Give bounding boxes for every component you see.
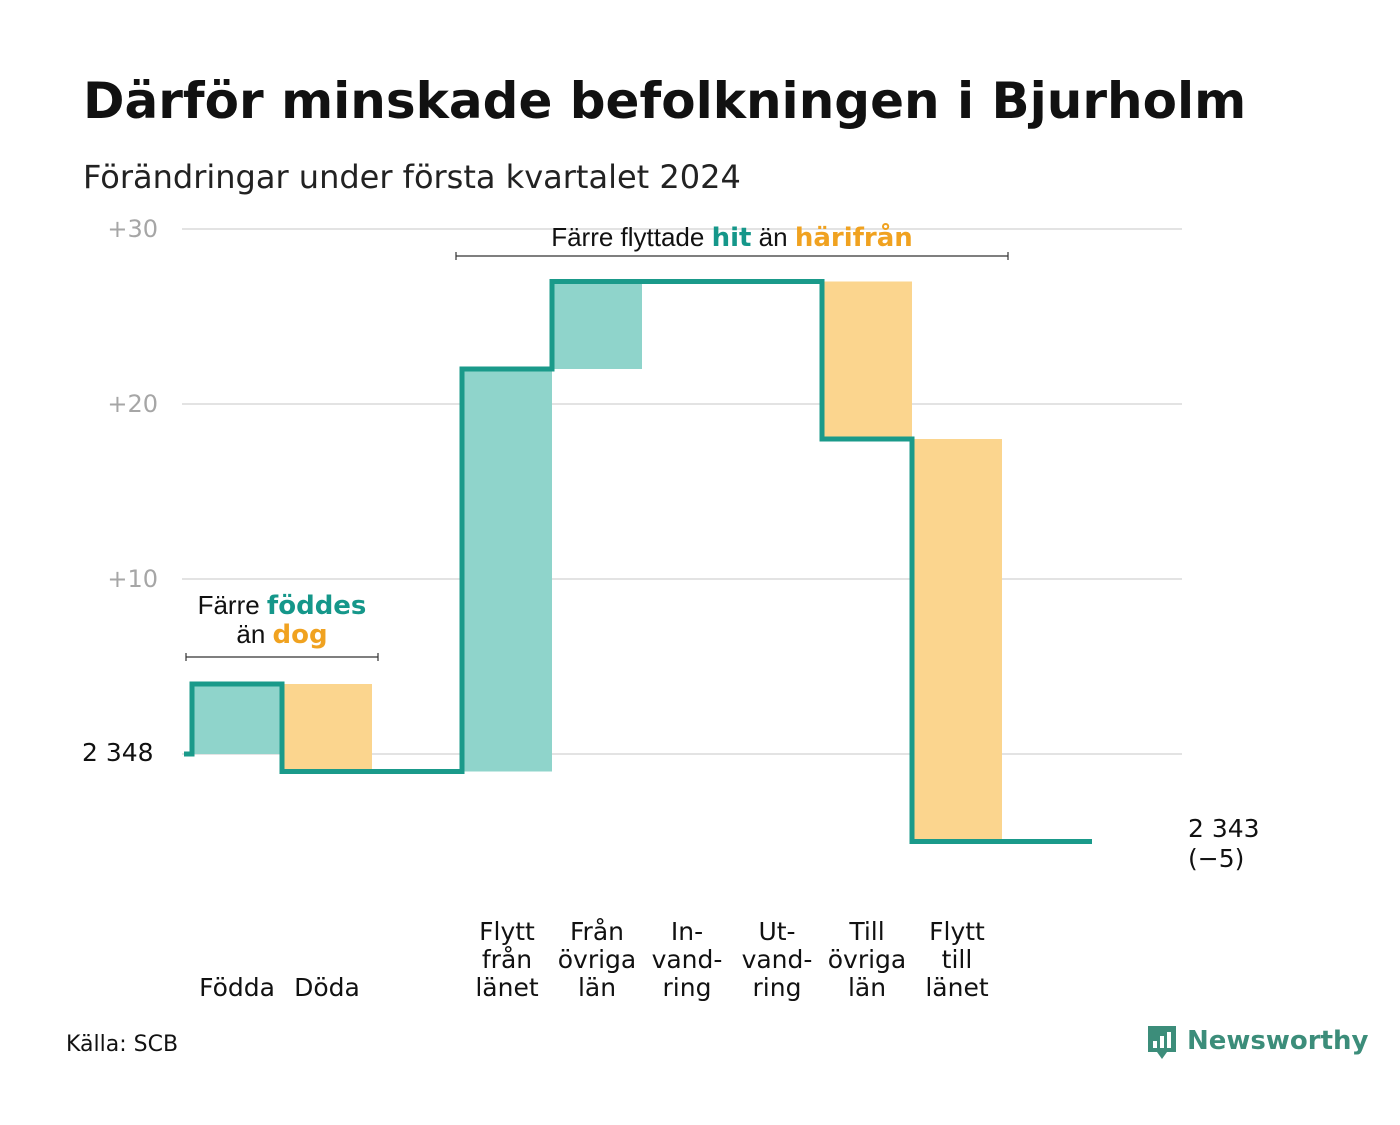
category-label: Flytt — [479, 917, 535, 946]
category-label: län — [848, 973, 886, 1002]
category-label: övriga — [828, 945, 907, 974]
annotation-segment: Färre — [198, 590, 267, 620]
category-label: vand- — [742, 945, 813, 974]
cumulative-step-line — [184, 279, 1092, 844]
brand-name[interactable]: Newsworthy — [1187, 1026, 1369, 1056]
category-label: Födda — [199, 973, 275, 1002]
newsworthy-logo-icon[interactable] — [1148, 1026, 1176, 1059]
category-label: ring — [753, 973, 802, 1002]
category-label: Till — [848, 917, 884, 946]
y-tick-label: +20 — [107, 390, 158, 418]
annotation-segment: Färre flyttade — [551, 222, 711, 252]
category-label: övriga — [558, 945, 637, 974]
category-label: Från — [570, 917, 624, 946]
waterfall-bar — [192, 684, 282, 754]
category-label: län — [578, 973, 616, 1002]
waterfall-bar — [552, 281, 642, 369]
annotation-segment: hit — [712, 223, 752, 253]
waterfall-bar — [282, 684, 372, 772]
end-value-label: 2 343 — [1188, 814, 1260, 843]
annotation-segment: dog — [273, 620, 328, 650]
y-tick-label: +10 — [107, 565, 158, 593]
bars — [192, 281, 1002, 842]
waterfall-bar — [912, 439, 1002, 842]
waterfall-bar — [462, 369, 552, 772]
category-label: In- — [671, 917, 703, 946]
category-label: länet — [925, 973, 988, 1002]
category-label: från — [482, 945, 532, 974]
y-tick-label: +30 — [107, 215, 158, 243]
annotation-segment: härifrån — [795, 221, 913, 253]
end-change-label: (−5) — [1188, 844, 1244, 873]
waterfall-bar — [822, 281, 912, 439]
category-label: vand- — [652, 945, 723, 974]
category-label: till — [942, 945, 973, 974]
category-labels: Födda DödaFlyttfrånlänetFrånövrigalänIn-v… — [199, 917, 989, 1002]
annotation-text: än dog — [236, 619, 327, 650]
annotation-segment: än — [751, 222, 794, 252]
source-label: Källa: SCB — [66, 1032, 178, 1057]
annotation-text: Färre föddes — [198, 590, 367, 621]
category-label: Flytt — [929, 917, 985, 946]
annotation-text: Färre flyttade hit än härifrån — [551, 221, 913, 253]
category-label: ring — [663, 973, 712, 1002]
annotation-segment: än — [236, 619, 272, 649]
chart-title: Därför minskade befolkningen i Bjurholm — [83, 72, 1246, 130]
category-label: Döda — [294, 973, 360, 1002]
category-label: Ut- — [758, 917, 795, 946]
start-value-label: 2 348 — [82, 738, 154, 767]
chart-subtitle: Förändringar under första kvartalet 2024 — [83, 158, 741, 196]
gridlines: +30 +20 +10 — [107, 215, 1182, 755]
category-label: länet — [475, 973, 538, 1002]
annotation-segment: föddes — [267, 591, 367, 621]
cumulative-line — [184, 279, 1092, 844]
